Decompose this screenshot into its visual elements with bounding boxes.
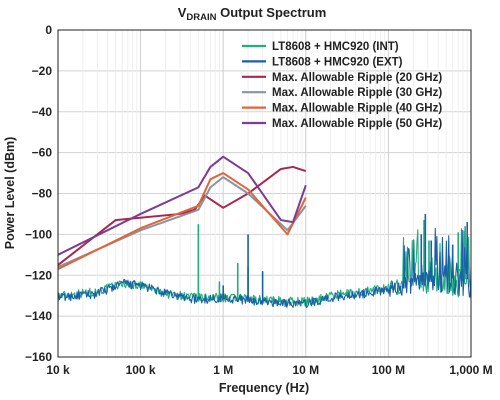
y-tick-label: −160	[25, 350, 52, 364]
y-tick-label: −20	[32, 64, 53, 78]
series-line-1	[57, 227, 472, 309]
x-tick-label: 1,000 M	[449, 363, 492, 377]
y-axis: 0 −20 −40 −60 −80 −100 −120 −140 −160	[25, 23, 52, 364]
y-tick-label: −60	[32, 146, 53, 160]
y-tick-label: −100	[25, 227, 52, 241]
legend-label: Max. Allowable Ripple (50 GHz)	[272, 118, 442, 130]
x-axis-label: Frequency (Hz)	[219, 381, 309, 395]
title-main: V	[178, 5, 187, 20]
x-axis: 10 k 100 k 1 M 10 M 100 M 1,000 M	[46, 363, 492, 377]
title-subscript: DRAIN	[186, 12, 216, 23]
x-tick-label: 100 k	[126, 363, 156, 377]
y-tick-label: −80	[32, 187, 53, 201]
series-line-3	[57, 176, 307, 268]
series-line-2	[57, 165, 307, 266]
y-tick-label: −140	[25, 309, 52, 323]
y-tick-label: −40	[32, 105, 53, 119]
title-rest: Output Spectrum	[216, 5, 326, 20]
series-line-4	[57, 172, 307, 271]
y-tick-label: −120	[25, 268, 52, 282]
legend-label: LT8608 + HMC920 (EXT)	[272, 56, 403, 68]
x-tick-label: 10 k	[46, 363, 70, 377]
legend-label: Max. Allowable Ripple (40 GHz)	[272, 103, 442, 115]
y-axis-label: Power Level (dBm)	[3, 137, 17, 250]
plot-frame	[57, 29, 472, 358]
series-line-5	[57, 155, 307, 256]
legend-label: Max. Allowable Ripple (20 GHz)	[272, 72, 442, 84]
legend-label: Max. Allowable Ripple (30 GHz)	[272, 87, 442, 99]
legend: LT8608 + HMC920 (INT) LT8608 + HMC920 (EX…	[242, 41, 442, 130]
legend-label: LT8608 + HMC920 (INT)	[272, 41, 399, 53]
chart-title: VDRAIN Output Spectrum	[178, 5, 327, 23]
x-tick-label: 1 M	[213, 363, 233, 377]
y-tick-label: 0	[45, 23, 52, 37]
x-tick-label: 10 M	[292, 363, 319, 377]
series-group	[57, 155, 472, 309]
x-tick-label: 100 M	[372, 363, 405, 377]
